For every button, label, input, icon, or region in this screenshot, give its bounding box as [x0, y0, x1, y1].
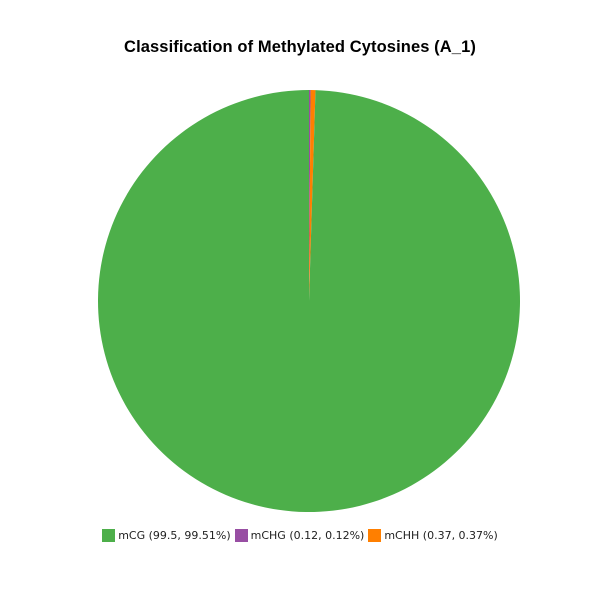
- legend-label-mchh: mCHH (0.37, 0.37%): [384, 529, 498, 542]
- legend-swatch-mchg: [234, 529, 248, 542]
- pie-slice-mchh: [309, 90, 316, 301]
- pie-slice-mcg: [98, 90, 521, 512]
- legend-swatch-mcg: [102, 529, 116, 542]
- pie-slice-mchg: [309, 90, 311, 301]
- legend: mCG (99.5, 99.51%) mCHG (0.12, 0.12%) mC…: [0, 529, 600, 542]
- legend-swatch-mchh: [368, 529, 382, 542]
- legend-item-mcg: mCG (99.5, 99.51%): [102, 529, 231, 542]
- legend-item-mchg: mCHG (0.12, 0.12%): [234, 529, 365, 542]
- legend-label-mcg: mCG (99.5, 99.51%): [118, 529, 231, 542]
- legend-label-mchg: mCHG (0.12, 0.12%): [250, 529, 365, 542]
- chart-title: Classification of Methylated Cytosines (…: [124, 38, 476, 56]
- legend-item-mchh: mCHH (0.37, 0.37%): [368, 529, 498, 542]
